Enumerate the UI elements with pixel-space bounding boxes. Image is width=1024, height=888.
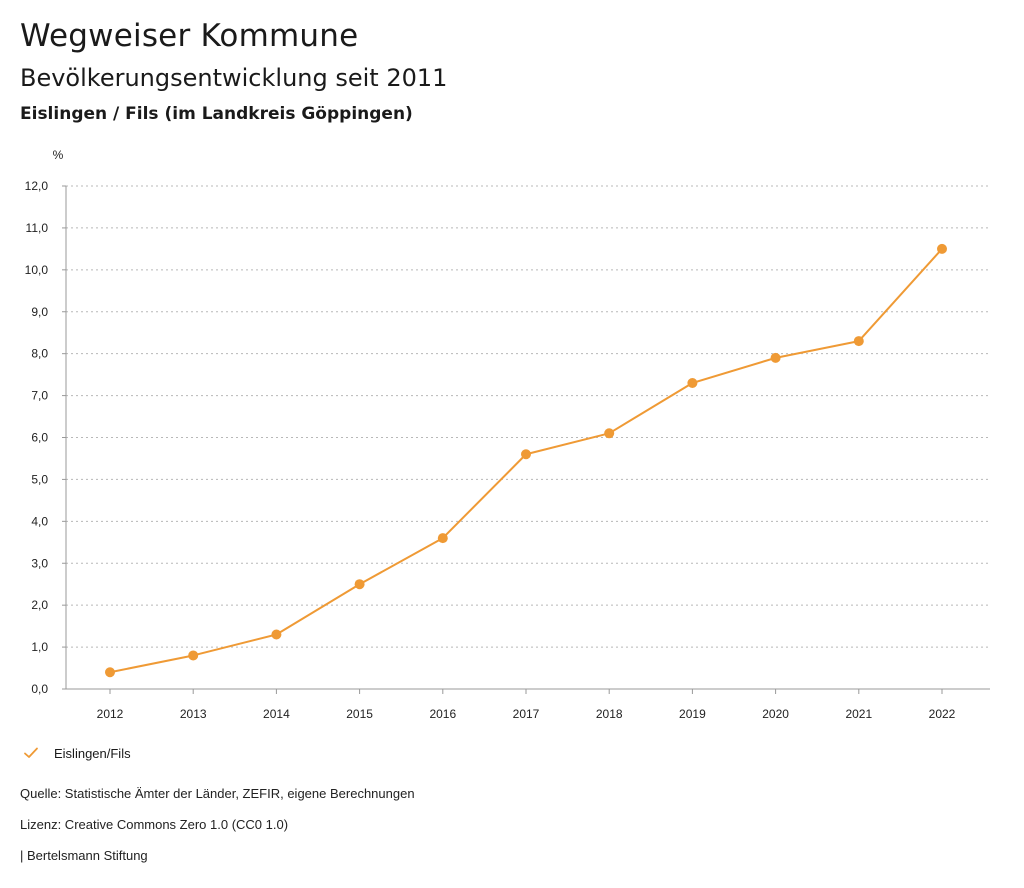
publisher-note: | Bertelsmann Stiftung	[20, 848, 148, 863]
legend-label: Eislingen/Fils	[54, 745, 131, 761]
x-tick-label: 2019	[679, 707, 706, 721]
license-note: Lizenz: Creative Commons Zero 1.0 (CC0 1…	[20, 817, 289, 832]
x-tick-label: 2021	[845, 707, 872, 721]
y-tick-label: 4,0	[31, 514, 48, 528]
x-tick-label: 2015	[346, 707, 373, 721]
x-tick-label: 2018	[596, 707, 623, 721]
y-tick-label: 12,0	[25, 179, 49, 193]
x-tick-label: 2014	[263, 707, 290, 721]
data-point	[271, 629, 282, 640]
y-tick-label: 8,0	[31, 347, 48, 361]
line-chart: % 0,0 1,0 2,0 3,0 4,0 5,0 6,0 7,0 8,0 9,0 10,0 11,0 1…	[25, 148, 990, 721]
x-tick-label: 2016	[429, 707, 456, 721]
data-point	[853, 336, 864, 347]
region-label: Eislingen / Fils (im Landkreis Göppingen…	[20, 104, 413, 124]
x-tick-label: 2012	[97, 707, 124, 721]
check-icon	[24, 747, 38, 758]
data-point	[188, 650, 199, 661]
page-title: Wegweiser Kommune	[20, 18, 359, 54]
x-tick-label: 2017	[513, 707, 540, 721]
data-point	[604, 428, 615, 439]
data-point	[105, 667, 115, 678]
y-tick-label: 7,0	[31, 389, 48, 403]
x-tick-label: 2022	[929, 707, 956, 721]
y-tick-label: 10,0	[25, 263, 49, 277]
source-note: Quelle: Statistische Ämter der Länder, Z…	[20, 786, 415, 801]
y-tick-label: 9,0	[31, 305, 48, 319]
x-tick-label: 2020	[762, 707, 789, 721]
y-axis-unit-label: %	[53, 148, 64, 162]
series-line	[109, 248, 943, 674]
data-point	[687, 378, 698, 389]
y-tick-label: 1,0	[31, 640, 48, 654]
data-point	[437, 533, 448, 544]
y-tick-label: 5,0	[31, 472, 48, 486]
y-tick-label: 6,0	[31, 431, 48, 445]
data-point	[354, 579, 365, 590]
y-tick-label: 0,0	[31, 682, 48, 696]
y-tick-label: 3,0	[31, 556, 48, 570]
data-point	[770, 352, 781, 363]
x-tick-label: 2013	[180, 707, 207, 721]
legend[interactable]: Eislingen/Fils	[22, 744, 131, 762]
y-tick-label: 2,0	[31, 598, 48, 612]
data-point	[937, 243, 947, 254]
y-tick-label: 11,0	[26, 221, 49, 235]
chart-subtitle: Bevölkerungsentwicklung seit 2011	[20, 64, 448, 92]
data-point	[521, 449, 531, 460]
